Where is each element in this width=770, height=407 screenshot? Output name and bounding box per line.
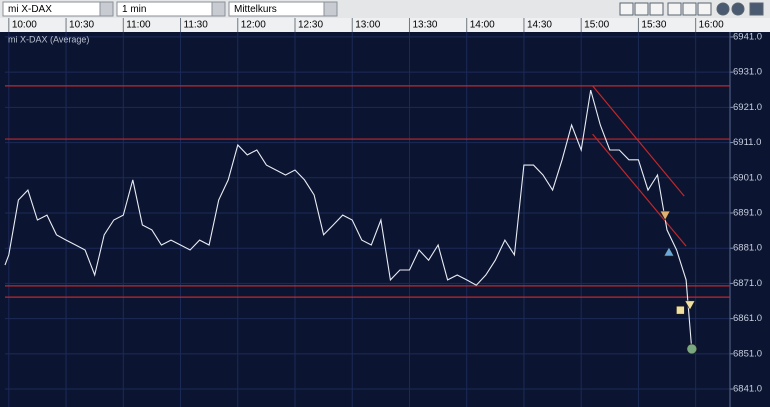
dropdown-button[interactable] [211,1,226,17]
icon-button[interactable] [697,2,712,16]
icon-button[interactable] [619,2,634,16]
y-tick-label: 6861.0 [733,313,762,324]
y-tick-label: 6911.0 [733,137,761,148]
x-tick-label: 12:30 [298,20,323,31]
x-tick-label: 13:00 [355,20,380,31]
time-axis-band [0,18,770,32]
dropdown-button[interactable] [323,1,338,17]
price-line [4,89,693,351]
icon-button[interactable] [682,2,697,16]
signal-marker [663,246,675,257]
x-tick-label: 14:30 [527,20,552,31]
y-tick-label: 6881.0 [733,243,762,254]
trend-line [592,133,687,247]
y-tick-label: 6841.0 [733,384,762,395]
icon-button[interactable] [749,2,764,16]
signal-marker [659,210,671,221]
y-tick-label: 6931.0 [733,67,762,78]
interval-text: 1 min [122,4,146,15]
x-tick-label: 16:00 [699,20,724,31]
icon-button[interactable] [731,2,745,16]
icon-button[interactable] [667,2,682,16]
x-tick-label: 15:30 [641,20,666,31]
x-tick-label: 11:30 [184,20,209,31]
toolbar-icons [619,2,764,16]
x-tick-label: 10:00 [12,20,37,31]
y-tick-label: 6901.0 [733,172,762,183]
y-tick-label: 6871.0 [733,278,762,289]
x-tick-label: 10:30 [69,20,94,31]
icon-button[interactable] [716,2,730,16]
y-tick-label: 6921.0 [733,102,762,113]
y-tick-label: 6941.0 [733,31,762,42]
x-tick-label: 15:00 [584,20,609,31]
icon-button[interactable] [634,2,649,16]
y-tick-label: 6851.0 [733,348,762,359]
trend-line [592,85,685,197]
x-tick-label: 14:00 [470,20,495,31]
price-text: Mittelkurs [234,4,277,15]
series-label: mi X-DAX (Average) [8,34,89,44]
icon-button[interactable] [649,2,664,16]
symbol-text: mi X-DAX [8,4,52,15]
x-tick-label: 11:00 [126,20,151,31]
x-tick-label: 13:30 [412,20,437,31]
plot-background [0,32,770,407]
y-tick-label: 6891.0 [733,208,762,219]
signal-marker [684,300,696,311]
x-tick-label: 12:00 [241,20,266,31]
dropdown-button[interactable] [99,1,114,17]
signal-marker [686,343,698,355]
signal-marker [676,305,685,315]
